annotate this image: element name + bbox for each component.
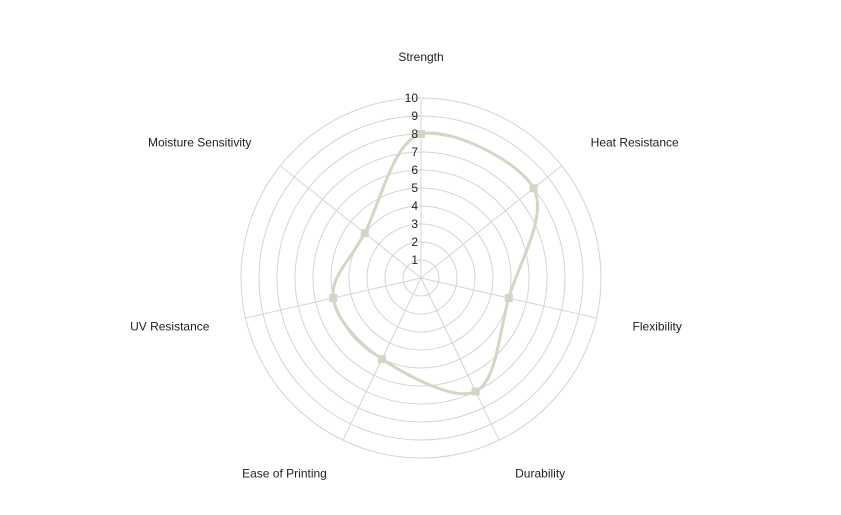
- data-point-durability[interactable]: [471, 387, 480, 396]
- tick-label-9: 9: [411, 109, 418, 123]
- axis-labels: Strength Heat Resistance Flexibility Durabi…: [130, 50, 682, 481]
- data-point-strength[interactable]: [417, 130, 425, 138]
- spoke-6: [279, 165, 422, 279]
- tick-label-1: 1: [411, 253, 418, 267]
- axis-label-strength: Strength: [398, 50, 443, 64]
- data-point-moisture-sensitivity[interactable]: [360, 229, 369, 238]
- series-line-0: [331, 131, 539, 396]
- axis-label-uv-resistance: UV Resistance: [130, 319, 210, 333]
- data-point-ease-of-printing[interactable]: [377, 355, 386, 364]
- axis-label-durability: Durability: [515, 467, 565, 481]
- tick-label-7: 7: [411, 145, 418, 159]
- axis-label-flexibility: Flexibility: [633, 319, 682, 333]
- tick-label-3: 3: [411, 217, 418, 231]
- radar-spokes: [245, 98, 597, 441]
- tick-label-2: 2: [411, 235, 418, 249]
- data-point-heat-resistance[interactable]: [529, 184, 538, 193]
- spoke-1: [420, 165, 563, 279]
- spoke-3: [420, 277, 500, 441]
- axis-label-ease-of-printing: Ease of Printing: [242, 467, 327, 481]
- data-point-flexibility[interactable]: [504, 294, 513, 303]
- tick-label-5: 5: [411, 181, 418, 195]
- tick-label-10: 10: [405, 91, 419, 105]
- data-point-uv-resistance[interactable]: [329, 294, 338, 303]
- radial-tick-labels: 1 2 3 4 5 6 7 8 9 10: [405, 91, 419, 267]
- tick-label-4: 4: [411, 199, 418, 213]
- axis-label-moisture-sensitivity: Moisture Sensitivity: [148, 136, 251, 150]
- tick-label-8: 8: [411, 127, 418, 141]
- radar-series: [329, 130, 539, 396]
- axis-label-heat-resistance: Heat Resistance: [591, 136, 679, 150]
- tick-label-6: 6: [411, 163, 418, 177]
